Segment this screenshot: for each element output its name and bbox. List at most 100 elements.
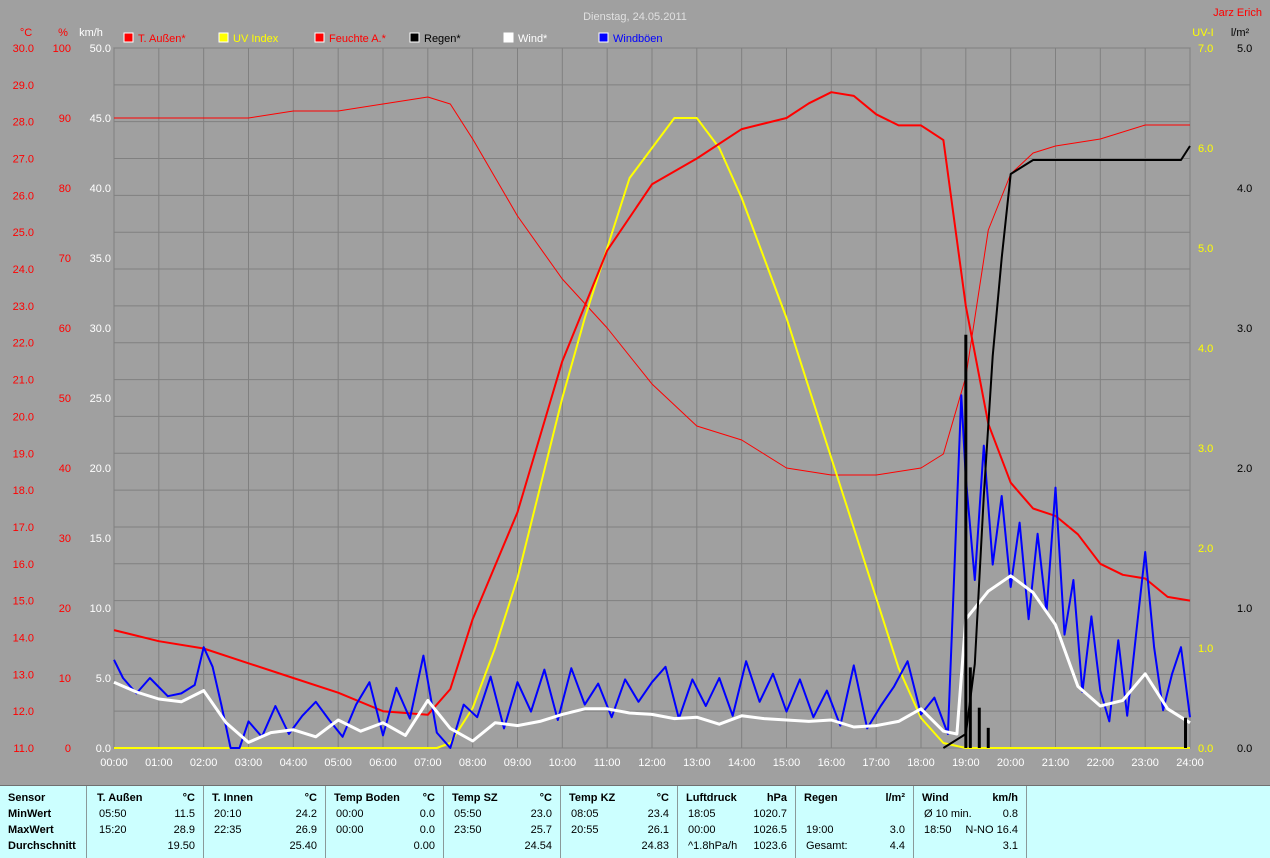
wind-tick-label: 25.0: [90, 393, 111, 405]
humidity-tick-label: 10: [59, 673, 71, 685]
legend-swatch: [123, 32, 134, 43]
temp-tick-label: 26.0: [13, 190, 34, 202]
x-tick-label: 24:00: [1176, 757, 1204, 769]
rain-axis-unit: l/m²: [1231, 27, 1250, 39]
x-tick-label: 21:00: [1042, 757, 1070, 769]
humidity-tick-label: 100: [53, 43, 71, 55]
uv-tick-label: 6.0: [1198, 143, 1213, 155]
x-tick-label: 14:00: [728, 757, 756, 769]
humidity-tick-label: 40: [59, 463, 71, 475]
wind-tick-label: 40.0: [90, 183, 111, 195]
legend-label: Windböen: [613, 33, 663, 45]
stats-time: 05:50: [99, 808, 127, 820]
temp-tick-label: 13.0: [13, 669, 34, 681]
chart-title: Dienstag, 24.05.2011: [583, 11, 687, 23]
stats-value: 3.0: [889, 824, 905, 836]
temp-tick-label: 12.0: [13, 706, 34, 718]
legend-label: T. Außen*: [138, 33, 186, 45]
x-tick-label: 01:00: [145, 757, 173, 769]
min-label: MinWert: [8, 808, 52, 820]
temp-tick-label: 24.0: [13, 264, 34, 276]
x-tick-label: 10:00: [549, 757, 577, 769]
stats-column-unit: °C: [182, 792, 195, 804]
legend-swatch: [503, 32, 514, 43]
x-tick-label: 09:00: [504, 757, 532, 769]
legend-swatch: [218, 32, 229, 43]
x-tick-label: 16:00: [818, 757, 846, 769]
wind-tick-label: 50.0: [90, 43, 111, 55]
stats-value: N-NO 16.4: [965, 824, 1018, 836]
stats-value: 25.7: [530, 824, 552, 836]
stats-column-name: T. Innen: [212, 792, 253, 804]
x-tick-label: 18:00: [907, 757, 935, 769]
humidity-tick-label: 0: [65, 743, 71, 755]
humidity-tick-label: 70: [59, 253, 71, 265]
stats-column-name: Regen: [804, 792, 838, 804]
author-label: Jarz Erich: [1213, 7, 1262, 19]
humidity-tick-label: 90: [59, 113, 71, 125]
stats-column-unit: °C: [539, 792, 552, 804]
stats-time: 20:10: [214, 808, 242, 820]
wind-tick-label: 30.0: [90, 323, 111, 335]
uv-tick-label: 3.0: [1198, 443, 1213, 455]
legend: T. Außen* UV Index Feuchte A.* Regen* Wind* W…: [123, 32, 663, 45]
x-tick-label: 22:00: [1087, 757, 1115, 769]
uv-tick-label: 7.0: [1198, 43, 1213, 55]
wind-tick-label: 10.0: [90, 603, 111, 615]
rain-tick-label: 1.0: [1237, 603, 1252, 615]
rain-tick-label: 3.0: [1237, 323, 1252, 335]
legend-swatch: [314, 32, 325, 43]
x-tick-label: 23:00: [1131, 757, 1159, 769]
humidity-tick-label: 20: [59, 603, 71, 615]
x-tick-label: 15:00: [773, 757, 801, 769]
stats-column-name: Luftdruck: [686, 792, 737, 804]
temp-tick-label: 20.0: [13, 411, 34, 423]
x-tick-label: 13:00: [683, 757, 711, 769]
stats-column-name: Temp KZ: [569, 792, 616, 804]
stats-column-name: Wind: [922, 792, 949, 804]
legend-label: UV Index: [233, 33, 279, 45]
series-regen-line: [942, 145, 1191, 749]
stats-time: ^1.8hPa/h: [688, 840, 738, 852]
temp-tick-label: 30.0: [13, 43, 34, 55]
x-tick-label: 00:00: [100, 757, 128, 769]
stats-value: 0.00: [413, 840, 435, 852]
stats-column: Temp SZ °C 05:50 23.0 23:50 25.7 24.54: [444, 786, 561, 858]
temp-tick-label: 14.0: [13, 632, 34, 644]
stats-time: 05:50: [454, 808, 482, 820]
uv-tick-label: 2.0: [1198, 543, 1213, 555]
series-t-au-en-line: [113, 91, 1191, 716]
series-wind-line: [113, 574, 1191, 744]
rain-tick-label: 5.0: [1237, 43, 1252, 55]
stats-time: 20:55: [571, 824, 599, 836]
humidity-tick-label: 60: [59, 323, 71, 335]
humidity-tick-label: 50: [59, 393, 71, 405]
stats-value: 0.0: [419, 824, 435, 836]
stats-column: T. Innen °C 20:10 24.2 22:35 26.9 25.40: [204, 786, 326, 858]
stats-time: Gesamt:: [806, 840, 848, 852]
rain-tick-label: 0.0: [1237, 743, 1252, 755]
temp-tick-label: 22.0: [13, 338, 34, 350]
uv-tick-label: 5.0: [1198, 243, 1213, 255]
stats-value: 0.0: [419, 808, 435, 820]
x-tick-label: 04:00: [280, 757, 308, 769]
temp-tick-label: 23.0: [13, 301, 34, 313]
stats-value: 23.0: [530, 808, 552, 820]
x-tick-label: 03:00: [235, 757, 263, 769]
avg-label: Durchschnitt: [8, 840, 76, 852]
series-feuchte-a-line: [114, 96, 1190, 476]
stats-column-name: T. Außen: [97, 792, 143, 804]
stats-value: 3.1: [1002, 840, 1018, 852]
temp-tick-label: 11.0: [13, 743, 34, 755]
grid: [113, 47, 1191, 749]
stats-value: 25.40: [289, 840, 317, 852]
stats-time: 00:00: [688, 824, 716, 836]
x-tick-label: 17:00: [862, 757, 890, 769]
stats-value: 1020.7: [753, 808, 787, 820]
stats-time: 00:00: [336, 808, 364, 820]
legend-label: Wind*: [518, 33, 548, 45]
uv-axis-unit: UV-I: [1192, 27, 1213, 39]
stats-value: 26.9: [295, 824, 317, 836]
legend-swatch: [598, 32, 609, 43]
rain-tick-label: 4.0: [1237, 183, 1252, 195]
